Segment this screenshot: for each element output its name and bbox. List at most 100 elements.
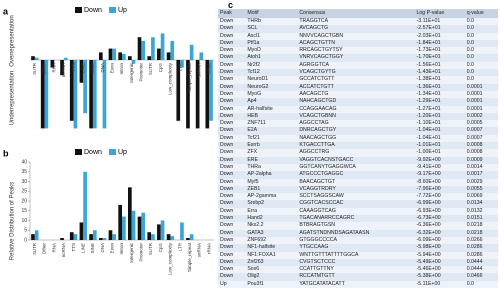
table-cell: ERE xyxy=(245,156,298,164)
table-row: Down Tcf21 NAACAGCTGG -1.04E+01 0.0007 xyxy=(218,134,498,143)
table-cell: 0.0001 xyxy=(464,83,498,91)
table-cell: -5.94E+00 xyxy=(414,251,465,259)
bar xyxy=(31,234,35,240)
table-row: Down ZFX AGGCCTRG -1.00E+01 0.0008 xyxy=(218,149,498,157)
y-tick-label: 25 xyxy=(21,189,27,195)
x-tick-label: Simple_repeat xyxy=(187,242,192,272)
table-cell: Down xyxy=(218,112,246,121)
table-cell: KTGACCTTGA xyxy=(297,142,415,150)
x-tick-label: TTS xyxy=(71,63,76,72)
x-tick-label: CpG xyxy=(158,243,163,253)
table-cell: BTBRAGTGSN xyxy=(297,222,415,230)
y-tick-label: 15 xyxy=(21,208,27,214)
table-cell: -1.04E+01 xyxy=(414,134,465,143)
table-cell: Down xyxy=(218,215,246,223)
table-cell: THRa xyxy=(245,163,298,172)
x-tick-label: RNA xyxy=(51,63,56,73)
table-cell: AGATSTNDNNDSAGATAASN xyxy=(297,229,415,237)
table-cell: 0.0029 xyxy=(464,178,498,186)
bar xyxy=(137,37,142,60)
x-tick-label: RNA xyxy=(51,243,56,253)
table-row: Down THRb TRAGGTCA -3.11E+01 0.0 xyxy=(218,18,498,26)
table-cell: Hand2 xyxy=(245,215,298,223)
bar xyxy=(102,60,107,129)
legend-swatch xyxy=(109,7,116,13)
table-cell: -5.46E+00 xyxy=(414,266,465,274)
bar xyxy=(34,230,39,240)
table-cell: -1.38E+01 xyxy=(414,76,465,84)
table-cell: CCAGGAACAG xyxy=(297,105,415,113)
table-cell: 0.0014 xyxy=(464,163,498,172)
bar xyxy=(98,238,103,240)
legend-swatch xyxy=(75,149,82,155)
x-tick-label: DNA xyxy=(100,243,105,253)
bar xyxy=(166,52,171,60)
table-row: Down Olig2 RCCATMTGTT -5.38E+00 0.0466 xyxy=(218,273,498,281)
bar xyxy=(73,234,78,240)
x-tick-label: Intergenic xyxy=(129,242,134,263)
table-cell: RCCATMTGTT xyxy=(297,273,415,281)
table-cell: -1.20E+01 xyxy=(414,112,465,121)
table-row: Down AP-2gamma SCCTSAGGSCAW -7.72E+00 0.0069 xyxy=(218,193,498,201)
legend-swatch xyxy=(109,149,116,155)
table-row: Down HEB VCAGCTGBNN -1.20E+01 0.0002 xyxy=(218,112,498,121)
table-cell: ATGCCCTGAGGC xyxy=(297,171,415,179)
column-header: q-value xyxy=(464,9,498,18)
table-cell: Down xyxy=(218,193,246,201)
table-cell: 0.0 xyxy=(464,18,498,26)
table-cell: Down xyxy=(218,47,246,55)
y-tick-label: 40 xyxy=(21,159,27,165)
table-cell: Down xyxy=(218,266,246,274)
table-row: Down Erra CAAAGGTCAG -6.93E+00 0.0132 xyxy=(218,207,498,216)
table-cell: Ptf1a xyxy=(245,39,298,48)
table-cell: -6.32E+00 xyxy=(414,229,465,237)
table-cell: TGACANARRCCAGRC xyxy=(297,215,415,223)
table-row: Down ERE VAGGTCACNSTGACC -9.92E+00 0.0009 xyxy=(218,156,498,164)
table-cell: AVCAGCTG xyxy=(297,25,415,33)
table-cell: AGRGGTCA xyxy=(297,61,415,70)
table-row: Down Tcf12 VCAGCTGYTG -1.43E+01 0.0 xyxy=(218,69,498,77)
table-cell: VAGGTCACNSTGACC xyxy=(297,156,415,164)
table-cell: AGGCCTRG xyxy=(297,149,415,157)
y-tick-label: 10 xyxy=(21,218,27,224)
table-cell: 0.0069 xyxy=(464,193,498,201)
bar xyxy=(170,236,175,240)
bar xyxy=(122,53,126,60)
table-cell: ZNF711 xyxy=(245,120,298,128)
table-cell: VNRVCAGCTGGY xyxy=(297,54,415,62)
table-cell: -6.09E+00 xyxy=(414,236,465,245)
table-row: Down NF1-halfsite YTGCCAAG -5.98E+00 0.0286 xyxy=(218,244,498,252)
table-cell: Tcf12 xyxy=(245,69,298,77)
bar xyxy=(186,60,190,129)
bar xyxy=(108,48,113,60)
x-tick-label: rRNA xyxy=(206,63,211,74)
table-cell: Down xyxy=(218,258,246,267)
bar xyxy=(98,52,103,60)
bar xyxy=(112,234,116,240)
table-cell: -1.84E+01 xyxy=(414,39,465,48)
table-cell: TRAGGTCA xyxy=(297,18,415,26)
table-cell: 0.0 xyxy=(464,25,498,33)
table-cell: DNRCAGCTGY xyxy=(297,127,415,135)
table-cell: GCCATCTGTT xyxy=(297,76,415,84)
table-cell: Down xyxy=(218,207,246,216)
x-tick-label: 3UTR xyxy=(32,242,37,255)
table-cell: NF1:FOXA1 xyxy=(245,251,298,259)
table-cell: 0.0008 xyxy=(464,142,498,150)
bar xyxy=(63,57,68,60)
table-cell: 0.0001 xyxy=(464,90,498,99)
x-tick-label: TTS xyxy=(71,243,76,252)
table-cell: 0.0 xyxy=(464,76,498,84)
table-cell: Down xyxy=(218,149,246,157)
bar xyxy=(40,60,45,129)
legend-label: Down xyxy=(84,149,102,156)
y-axis-title: Overrepresentation xyxy=(10,15,16,66)
table-cell: Down xyxy=(218,39,246,48)
column-header: Log P-value xyxy=(414,9,465,18)
table-cell: Down xyxy=(218,229,246,237)
table-row: Down NeuroD1 GCCATCTGTT -1.38E+01 0.0 xyxy=(218,76,498,84)
table-cell: Down xyxy=(218,185,246,194)
table-cell: VCAGCTGBNN xyxy=(297,112,415,121)
table-cell: NeuroD1 xyxy=(245,76,298,84)
table-cell: GATA3 xyxy=(245,229,298,237)
